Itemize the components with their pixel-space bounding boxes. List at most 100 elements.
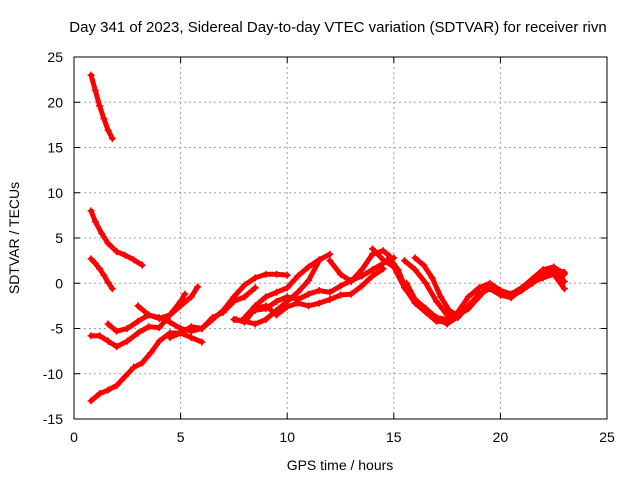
- series-arc3: [87, 255, 116, 293]
- y-tick-label: -10: [43, 366, 63, 382]
- data-point: [443, 320, 451, 328]
- series-line: [404, 271, 567, 327]
- data-point: [403, 279, 411, 287]
- data-point: [87, 71, 95, 79]
- series-arc2: [87, 207, 146, 269]
- series-arc18: [403, 270, 568, 328]
- data-point: [104, 320, 112, 328]
- data-point: [411, 296, 419, 304]
- data-point: [232, 315, 240, 323]
- data-point: [432, 297, 440, 305]
- x-tick-label: 10: [279, 429, 295, 445]
- data-point: [475, 290, 483, 298]
- data-point: [315, 256, 323, 264]
- data-point: [326, 296, 334, 304]
- data-point: [394, 266, 402, 274]
- x-tick-label: 20: [493, 429, 509, 445]
- x-tick-label: 15: [386, 429, 402, 445]
- data-point: [422, 279, 430, 287]
- chart-title: Day 341 of 2023, Sidereal Day-to-day VTE…: [69, 19, 606, 36]
- data-point: [187, 293, 195, 301]
- data-point: [113, 382, 121, 390]
- data-point: [96, 265, 104, 273]
- data-point: [91, 86, 99, 94]
- data-point: [194, 283, 202, 291]
- data-point: [262, 305, 270, 313]
- data-point: [230, 293, 238, 301]
- grid-lines: [74, 57, 607, 419]
- data-point: [177, 329, 185, 337]
- data-point: [121, 372, 129, 380]
- y-tick-label: 0: [55, 275, 63, 291]
- series-arc13: [326, 247, 394, 285]
- data-point: [121, 251, 129, 259]
- data-point: [443, 311, 451, 319]
- data-point: [113, 248, 121, 256]
- data-point: [87, 397, 95, 405]
- data-point: [368, 272, 376, 280]
- data-point: [411, 254, 419, 262]
- data-point: [283, 271, 291, 279]
- data-point: [219, 306, 227, 314]
- data-point: [113, 327, 121, 335]
- data-point: [411, 266, 419, 274]
- series-line: [88, 284, 201, 350]
- data-point: [347, 290, 355, 298]
- data-point: [379, 256, 387, 264]
- data-point: [145, 311, 153, 319]
- data-point: [464, 302, 472, 310]
- series-arc8: [166, 270, 291, 342]
- data-point: [251, 274, 259, 282]
- data-point: [104, 239, 112, 247]
- x-tick-label: 5: [177, 429, 185, 445]
- x-tick-label: 0: [70, 429, 78, 445]
- data-point: [273, 297, 281, 305]
- data-point: [422, 305, 430, 313]
- data-point: [166, 318, 174, 326]
- data-point: [528, 278, 536, 286]
- data-point: [96, 390, 104, 398]
- data-point: [262, 293, 270, 301]
- data-point: [100, 271, 108, 279]
- data-point: [241, 314, 249, 322]
- y-tick-label: 5: [55, 230, 63, 246]
- data-point: [326, 250, 334, 258]
- data-point: [368, 245, 376, 253]
- data-point: [198, 325, 206, 332]
- data-point: [262, 315, 270, 323]
- series-line: [252, 255, 397, 313]
- data-point: [87, 207, 95, 215]
- data-point: [550, 263, 558, 271]
- data-point: [326, 257, 334, 265]
- data-point: [104, 337, 112, 345]
- data-point: [134, 302, 142, 310]
- data-point: [113, 343, 121, 351]
- data-point: [262, 270, 270, 278]
- data-point: [181, 290, 189, 298]
- data-point: [130, 363, 138, 371]
- data-point: [251, 284, 259, 292]
- y-axis: -15 -10 -5 0 5 10 15 20 25: [43, 49, 607, 427]
- data-point: [166, 311, 174, 319]
- data-point: [91, 259, 99, 267]
- data-point: [251, 306, 259, 314]
- data-point: [187, 334, 195, 342]
- data-point: [138, 261, 146, 269]
- y-tick-label: 15: [47, 140, 63, 156]
- data-point: [550, 270, 558, 278]
- data-point: [251, 320, 259, 328]
- data-point: [283, 293, 291, 301]
- data-point: [400, 257, 408, 265]
- data-point: [315, 286, 323, 294]
- data-point: [337, 282, 344, 290]
- data-point: [100, 115, 108, 123]
- data-point: [305, 290, 313, 298]
- data-point: [539, 266, 547, 274]
- data-point: [326, 288, 334, 296]
- data-point: [305, 277, 313, 285]
- data-point: [155, 337, 163, 345]
- data-point: [560, 285, 568, 293]
- data-point: [437, 293, 445, 301]
- data-point: [315, 299, 323, 307]
